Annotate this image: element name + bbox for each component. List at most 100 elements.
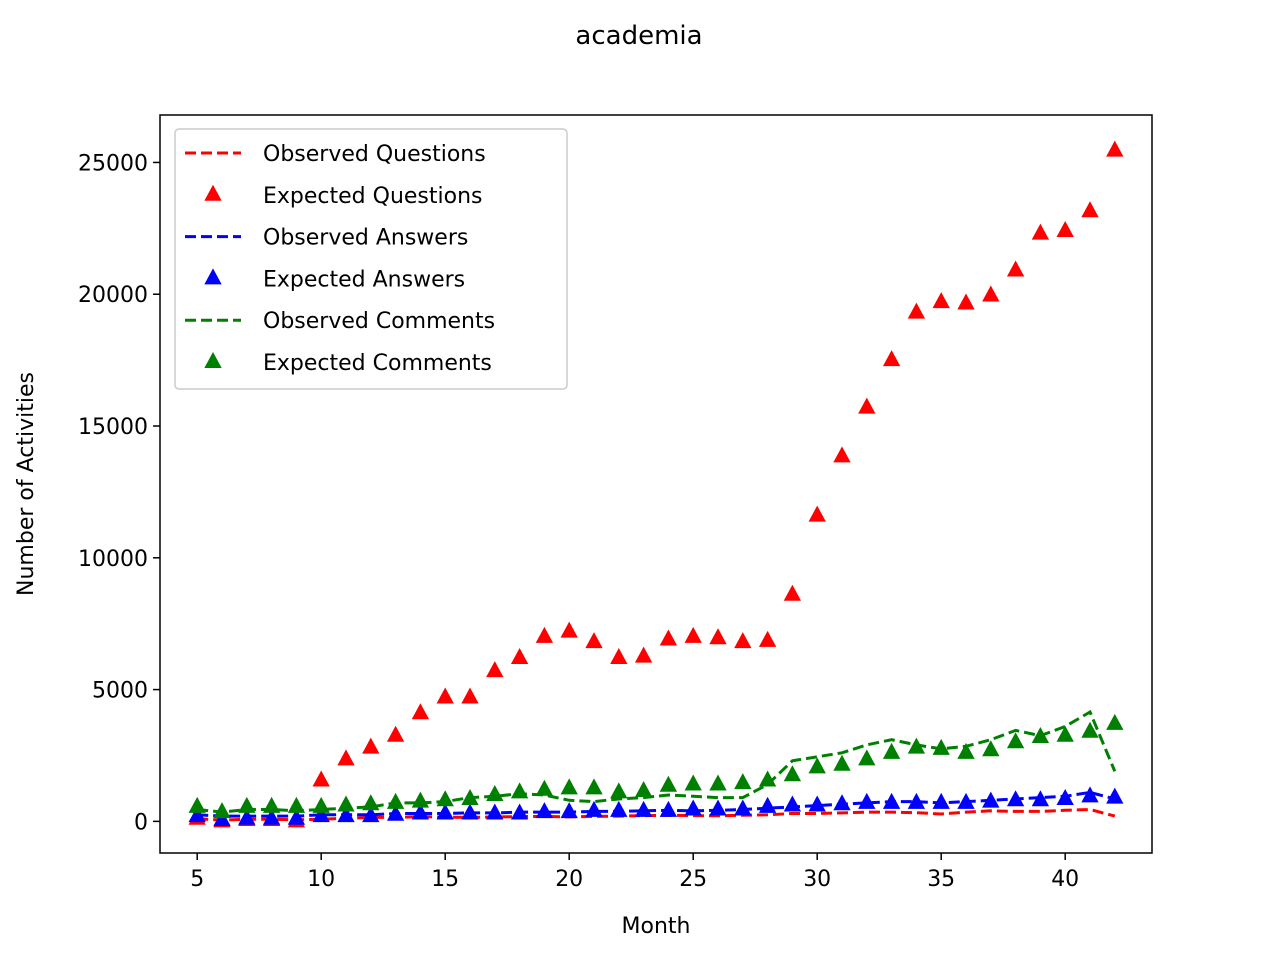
data-point xyxy=(436,687,454,704)
data-point xyxy=(610,800,628,817)
data-point xyxy=(510,647,529,664)
legend-marker-swatch xyxy=(204,268,222,285)
x-tick-label: 5 xyxy=(190,867,204,892)
data-point xyxy=(858,792,876,809)
data-point xyxy=(312,796,330,813)
data-point xyxy=(610,782,628,799)
data-point xyxy=(709,799,727,816)
data-point xyxy=(1006,732,1025,749)
series-expected-answers xyxy=(188,786,1124,827)
data-point xyxy=(238,808,256,825)
data-point xyxy=(1106,140,1124,157)
data-point xyxy=(932,792,950,809)
data-point xyxy=(461,687,479,704)
legend-label: Observed Comments xyxy=(263,309,495,334)
data-point xyxy=(337,795,355,812)
data-point xyxy=(1056,220,1074,237)
x-tick-label: 30 xyxy=(803,867,831,892)
data-point xyxy=(1106,787,1124,804)
data-point xyxy=(560,621,578,638)
data-point xyxy=(734,799,752,816)
data-point xyxy=(262,808,281,825)
legend: Observed Questions Expected Questions Obse… xyxy=(174,128,568,390)
y-axis: 0 5000 10000 15000 20000 25000 xyxy=(78,151,160,835)
data-point xyxy=(808,757,826,774)
data-point xyxy=(634,781,653,798)
data-point xyxy=(337,806,355,823)
x-axis: 5 10 15 20 25 30 35 40 xyxy=(190,853,1079,892)
data-point xyxy=(436,803,454,820)
data-point xyxy=(882,742,901,759)
data-point xyxy=(188,796,206,813)
data-point xyxy=(535,802,554,819)
legend-marker-swatch xyxy=(204,184,222,201)
data-point xyxy=(659,800,678,817)
data-point xyxy=(858,397,876,414)
data-point xyxy=(907,737,926,754)
y-axis-label: Number of Activities xyxy=(14,372,39,596)
data-point xyxy=(238,796,256,813)
data-point xyxy=(287,796,306,813)
data-point xyxy=(1056,725,1074,742)
legend-box xyxy=(174,128,568,390)
data-point xyxy=(337,749,355,766)
data-point xyxy=(758,770,777,787)
series-line xyxy=(197,790,1116,818)
data-point xyxy=(982,285,1000,302)
data-point xyxy=(312,770,330,787)
data-point xyxy=(287,808,306,825)
data-point xyxy=(833,446,851,463)
data-point xyxy=(734,632,752,649)
data-point xyxy=(436,790,454,807)
plot-frame xyxy=(159,114,1153,854)
y-tick-label: 5000 xyxy=(92,679,148,704)
data-point xyxy=(932,738,950,755)
y-tick-label: 0 xyxy=(134,810,148,835)
data-point xyxy=(1006,790,1025,807)
data-point xyxy=(758,630,777,647)
x-tick-label: 40 xyxy=(1051,867,1079,892)
x-axis-label: Month xyxy=(622,914,691,939)
data-point xyxy=(783,795,802,812)
chart-title: academia xyxy=(575,21,702,51)
data-point xyxy=(1081,721,1099,738)
data-point xyxy=(486,661,504,678)
data-point xyxy=(957,792,975,809)
data-point xyxy=(1081,786,1099,803)
data-point xyxy=(560,802,578,819)
data-point xyxy=(982,740,1000,757)
x-tick-label: 25 xyxy=(679,867,707,892)
data-point xyxy=(659,775,678,792)
legend-label: Expected Comments xyxy=(263,351,492,376)
series-expected-comments xyxy=(188,713,1124,819)
data-point xyxy=(560,778,578,795)
legend-item: Observed Answers xyxy=(185,226,468,251)
data-point xyxy=(510,803,529,820)
data-point xyxy=(362,737,380,754)
data-point xyxy=(188,806,206,823)
data-point xyxy=(709,774,727,791)
data-point xyxy=(585,800,603,817)
data-point xyxy=(833,754,851,771)
data-point xyxy=(213,802,231,819)
data-point xyxy=(634,800,653,817)
data-point xyxy=(634,646,653,663)
data-point xyxy=(783,584,802,601)
y-tick-label: 20000 xyxy=(78,283,148,308)
data-point xyxy=(808,795,826,812)
data-point xyxy=(411,803,430,820)
data-point xyxy=(1031,790,1050,807)
data-point xyxy=(659,629,678,646)
data-point xyxy=(535,779,554,796)
data-point xyxy=(882,350,901,367)
legend-item: Observed Comments xyxy=(185,309,495,334)
data-point xyxy=(262,796,281,813)
data-point xyxy=(461,788,479,805)
data-point xyxy=(610,647,628,664)
data-point xyxy=(386,725,405,742)
legend-label: Expected Answers xyxy=(263,267,465,292)
data-point xyxy=(783,765,802,782)
x-tick-label: 15 xyxy=(431,867,459,892)
data-point xyxy=(957,293,975,310)
